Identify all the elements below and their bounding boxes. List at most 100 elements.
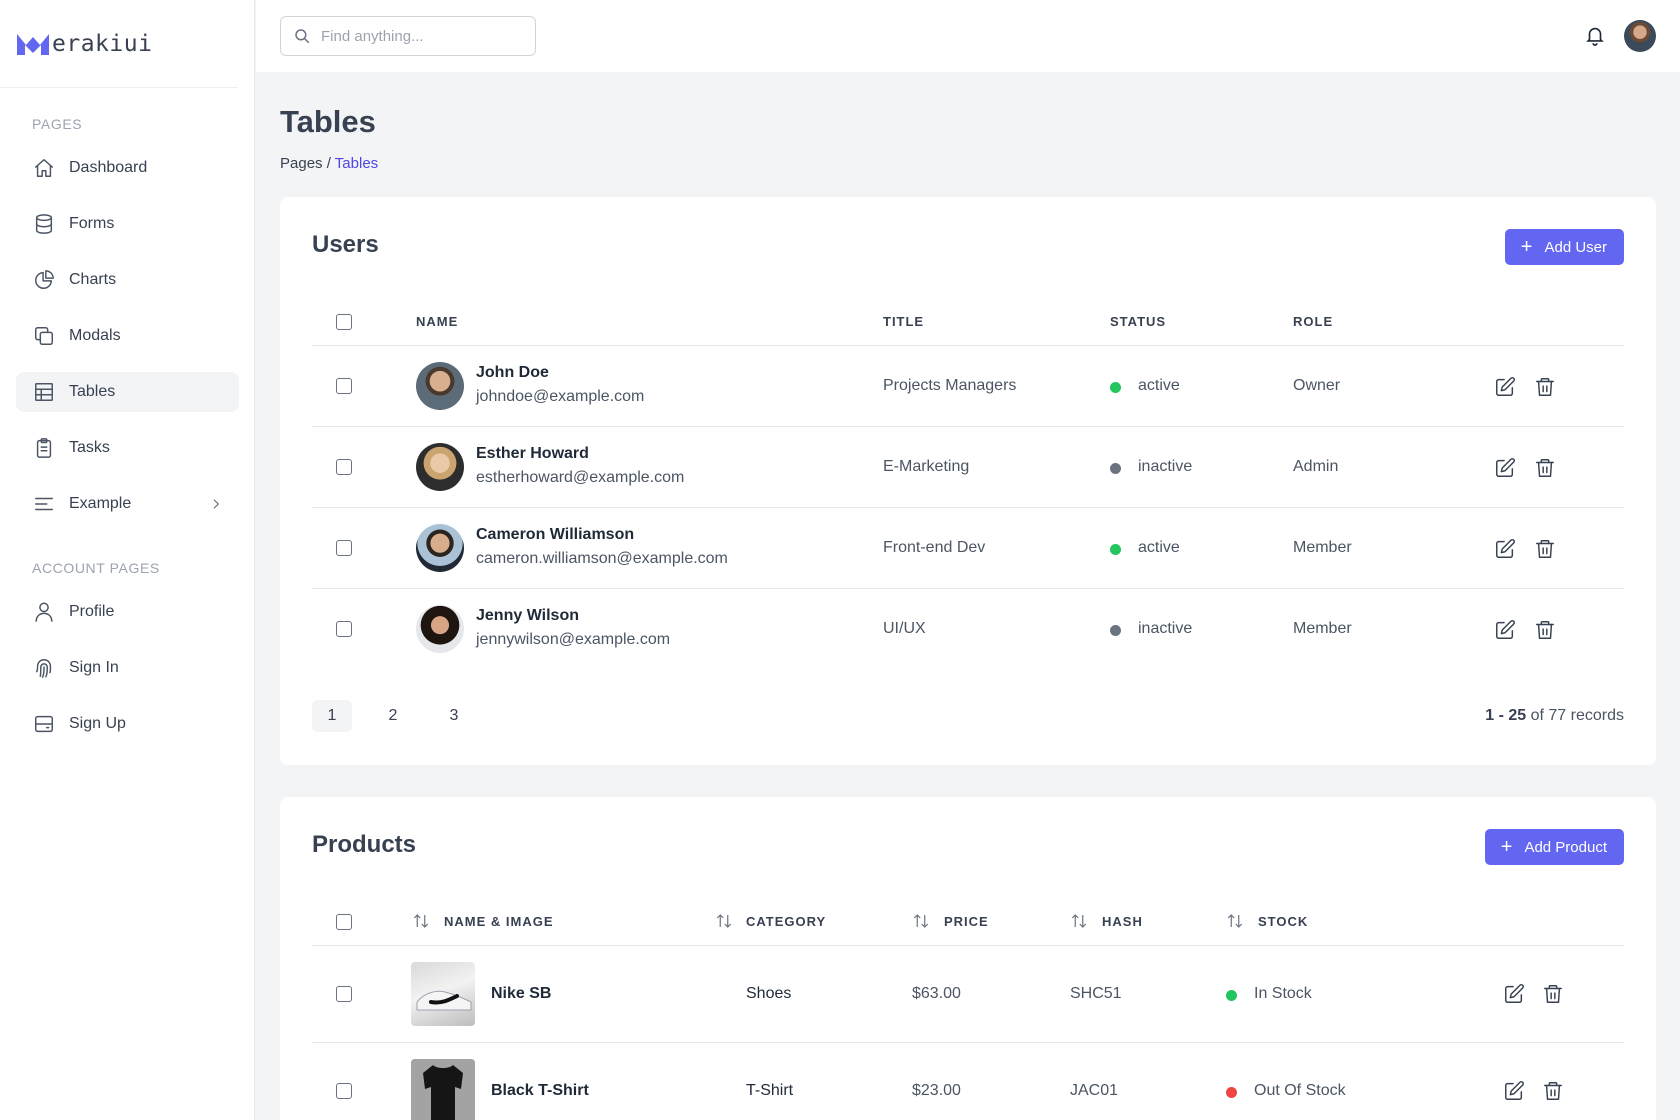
sidebar-item-forms[interactable]: Forms <box>16 204 239 244</box>
topbar <box>256 0 1680 72</box>
trash-icon[interactable] <box>1534 619 1556 641</box>
page-title: Tables <box>280 104 376 139</box>
search-box[interactable] <box>280 16 536 56</box>
column-header-category[interactable]: CATEGORY <box>746 914 827 929</box>
sidebar-item-sign-up[interactable]: Sign Up <box>16 704 239 744</box>
sidebar-item-example[interactable]: Example <box>16 484 239 524</box>
breadcrumb-root[interactable]: Pages <box>280 155 323 172</box>
breadcrumb-separator: / <box>326 155 331 172</box>
sort-icon[interactable] <box>1070 912 1088 930</box>
trash-icon[interactable] <box>1542 983 1564 1005</box>
edit-icon[interactable] <box>1494 619 1516 641</box>
user-role: Member <box>1293 620 1352 637</box>
sidebar-item-label: Sign In <box>69 659 119 676</box>
avatar <box>416 605 464 653</box>
edit-icon[interactable] <box>1494 376 1516 398</box>
edit-icon[interactable] <box>1494 538 1516 560</box>
status-dot-inactive <box>1110 463 1121 474</box>
sort-icon[interactable] <box>412 912 430 930</box>
sidebar-item-label: Forms <box>69 215 115 232</box>
user-name: Esther Howard <box>476 445 589 462</box>
column-header-stock[interactable]: STOCK <box>1258 914 1309 929</box>
clipboard-icon <box>36 438 52 458</box>
user-role: Admin <box>1293 458 1339 475</box>
home-icon <box>35 159 53 177</box>
notifications-button[interactable] <box>1584 24 1608 48</box>
page-button-1[interactable]: 1 <box>312 700 352 732</box>
sidebar-item-label: Tasks <box>69 439 110 456</box>
add-product-button[interactable]: + Add Product <box>1484 829 1624 865</box>
trash-icon[interactable] <box>1534 376 1556 398</box>
row-checkbox[interactable] <box>336 459 352 475</box>
sidebar-item-profile[interactable]: Profile <box>16 592 239 632</box>
row-checkbox[interactable] <box>336 986 352 1002</box>
row-checkbox[interactable] <box>336 540 352 556</box>
page-button-2[interactable]: 2 <box>388 707 398 724</box>
header-divider <box>312 945 1624 946</box>
sort-icon[interactable] <box>715 912 733 930</box>
column-header-status[interactable]: STATUS <box>1110 314 1167 329</box>
column-header-name-image[interactable]: NAME & IMAGE <box>444 914 554 929</box>
product-name: Black T-Shirt <box>491 1082 589 1099</box>
edit-icon[interactable] <box>1503 983 1525 1005</box>
avatar <box>416 443 464 491</box>
sort-icon[interactable] <box>1226 912 1244 930</box>
plus-icon: + <box>1500 836 1513 858</box>
sidebar-item-label: Sign Up <box>69 715 126 732</box>
server-icon <box>35 715 53 733</box>
stock-status: In Stock <box>1254 985 1312 1002</box>
column-header-price[interactable]: PRICE <box>944 914 989 929</box>
sidebar-item-modals[interactable]: Modals <box>16 316 239 356</box>
column-header-hash[interactable]: HASH <box>1102 914 1143 929</box>
shoe-image <box>416 990 472 1011</box>
product-image <box>411 962 475 1026</box>
user-avatar[interactable] <box>1624 20 1656 52</box>
search-input[interactable] <box>321 27 521 45</box>
stock-dot-out-of-stock <box>1226 1087 1237 1098</box>
user-title: E-Marketing <box>883 458 970 475</box>
chevron-right-icon <box>213 499 219 509</box>
product-hash: JAC01 <box>1070 1082 1119 1099</box>
user-email: johndoe@example.com <box>476 388 645 405</box>
page-button-3[interactable]: 3 <box>449 707 459 724</box>
database-icon <box>35 214 53 234</box>
edit-icon[interactable] <box>1494 457 1516 479</box>
column-header-name[interactable]: NAME <box>416 314 459 329</box>
brand-logo[interactable]: erakiui <box>0 0 238 88</box>
add-user-button[interactable]: + Add User <box>1504 229 1624 265</box>
column-header-role[interactable]: ROLE <box>1293 314 1334 329</box>
status-text: inactive <box>1138 620 1193 637</box>
trash-icon[interactable] <box>1542 1080 1564 1102</box>
product-hash: SHC51 <box>1070 985 1122 1002</box>
sort-icon[interactable] <box>912 912 930 930</box>
sidebar-item-sign-in[interactable]: Sign In <box>16 648 239 688</box>
plus-icon: + <box>1520 236 1533 258</box>
trash-icon[interactable] <box>1534 457 1556 479</box>
pie-chart-icon <box>35 270 54 289</box>
status-text: active <box>1138 377 1180 394</box>
products-card: Products + Add Product NAME & IMAGE CATE… <box>280 797 1656 1120</box>
sidebar-item-dashboard[interactable]: Dashboard <box>16 148 239 188</box>
sidebar-item-label: Dashboard <box>69 159 148 176</box>
user-role: Owner <box>1293 377 1341 394</box>
avatar <box>416 524 464 572</box>
row-checkbox[interactable] <box>336 621 352 637</box>
table-icon <box>35 383 53 401</box>
select-all-checkbox[interactable] <box>336 314 352 330</box>
sidebar-item-tasks[interactable]: Tasks <box>16 428 239 468</box>
select-all-checkbox[interactable] <box>336 914 352 930</box>
trash-icon[interactable] <box>1534 538 1556 560</box>
product-name: Nike SB <box>491 985 552 1002</box>
records-range: 1 - 25 <box>1485 707 1527 724</box>
sidebar-item-label: Profile <box>69 603 115 620</box>
sidebar-item-label: Tables <box>69 383 116 400</box>
column-header-title[interactable]: TITLE <box>883 314 925 329</box>
row-checkbox[interactable] <box>336 378 352 394</box>
sidebar-item-tables[interactable]: Tables <box>16 372 239 412</box>
user-email: estherhoward@example.com <box>476 469 685 486</box>
sidebar-item-charts[interactable]: Charts <box>16 260 239 300</box>
copy-icon <box>35 327 53 345</box>
row-checkbox[interactable] <box>336 1083 352 1099</box>
edit-icon[interactable] <box>1503 1080 1525 1102</box>
status-dot-active <box>1110 544 1121 555</box>
